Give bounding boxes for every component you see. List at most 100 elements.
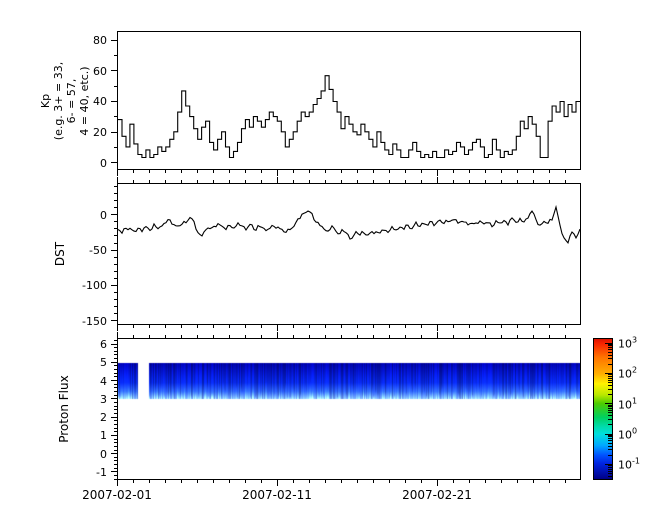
x-minor-tick	[164, 170, 166, 173]
x-minor-tick-top	[340, 180, 342, 183]
colorbar-minor-tick	[608, 415, 612, 417]
y-minor-tick	[114, 228, 117, 230]
colorbar-minor-tick	[608, 404, 612, 406]
y-minor-tick	[114, 270, 117, 272]
y-tick-label: 4	[100, 374, 107, 388]
colorbar-minor-tick	[608, 363, 612, 365]
x-minor-tick	[388, 480, 390, 483]
colorbar-minor-tick	[608, 454, 612, 456]
y-tick-label: 6	[100, 338, 107, 352]
x-minor-tick	[340, 170, 342, 173]
x-minor-tick-top	[564, 180, 566, 183]
x-minor-tick-top	[308, 335, 310, 338]
x-minor-tick	[468, 170, 470, 173]
x-minor-tick	[388, 325, 390, 328]
colorbar-minor-tick	[608, 407, 612, 409]
y-major-tick	[111, 320, 117, 322]
dst-line	[118, 204, 580, 245]
colorbar-major-tick	[605, 433, 612, 435]
y-minor-tick	[114, 438, 117, 440]
x-minor-tick-top	[404, 180, 406, 183]
x-minor-tick	[148, 480, 150, 483]
x-minor-tick-top	[420, 335, 422, 338]
x-minor-tick-top	[148, 335, 150, 338]
x-minor-tick	[340, 325, 342, 328]
x-minor-tick	[372, 170, 374, 173]
colorbar-minor-tick	[608, 438, 612, 440]
x-minor-tick-top	[212, 180, 214, 183]
colorbar-minor-tick	[608, 475, 612, 477]
y-tick-label: 20	[93, 126, 107, 140]
x-minor-tick-top	[404, 335, 406, 338]
y-minor-tick	[114, 350, 117, 352]
y-tick-label: 5	[100, 356, 107, 370]
x-minor-tick-top	[260, 335, 262, 338]
x-minor-tick-top	[372, 180, 374, 183]
x-minor-tick	[356, 325, 358, 328]
x-major-tick	[436, 480, 438, 486]
y-minor-tick	[114, 313, 117, 315]
colorbar-minor-tick	[608, 381, 612, 383]
x-minor-tick	[420, 325, 422, 328]
colorbar-minor-tick	[608, 442, 612, 444]
x-minor-tick	[420, 170, 422, 173]
x-minor-tick	[196, 325, 198, 328]
x-minor-tick	[500, 480, 502, 483]
x-minor-tick-top	[372, 335, 374, 338]
y-tick-label: 1	[100, 429, 107, 443]
x-minor-tick	[452, 480, 454, 483]
x-minor-tick	[164, 480, 166, 483]
x-major-tick-top	[276, 332, 278, 338]
y-minor-tick	[114, 116, 117, 118]
colorbar-major-tick	[605, 463, 612, 465]
x-minor-tick-top	[548, 180, 550, 183]
colorbar-major-tick	[605, 342, 612, 344]
x-minor-tick	[228, 480, 230, 483]
y-minor-tick	[114, 475, 117, 477]
x-minor-tick	[260, 480, 262, 483]
y-minor-tick	[114, 369, 117, 371]
x-minor-tick-top	[468, 335, 470, 338]
x-minor-tick-top	[500, 335, 502, 338]
x-minor-tick	[340, 480, 342, 483]
y-major-tick	[111, 39, 117, 41]
x-minor-tick	[132, 325, 134, 328]
x-minor-tick-top	[164, 335, 166, 338]
y-minor-tick	[114, 445, 117, 447]
x-minor-tick-top	[132, 180, 134, 183]
y-minor-tick	[114, 277, 117, 279]
y-tick-label: -1	[96, 465, 107, 479]
x-major-tick	[276, 170, 278, 176]
x-major-tick	[276, 480, 278, 486]
x-major-tick	[436, 325, 438, 331]
x-minor-tick	[292, 325, 294, 328]
y-minor-tick	[114, 478, 117, 480]
y-minor-tick	[114, 339, 117, 341]
x-minor-tick	[180, 325, 182, 328]
y-minor-tick	[114, 256, 117, 258]
x-minor-tick-top	[180, 335, 182, 338]
x-minor-tick	[180, 480, 182, 483]
kp-axis-title-line2: (e.g. 3+ = 33,	[52, 61, 65, 140]
y-minor-tick	[114, 347, 117, 349]
colorbar-minor-tick	[608, 374, 612, 376]
x-minor-tick	[228, 170, 230, 173]
x-minor-tick	[196, 170, 198, 173]
y-minor-tick	[114, 358, 117, 360]
x-minor-tick-top	[420, 180, 422, 183]
y-tick-label: 2	[100, 411, 107, 425]
x-minor-tick-top	[260, 180, 262, 183]
y-minor-tick	[114, 221, 117, 223]
x-minor-tick-top	[532, 180, 534, 183]
x-minor-tick	[244, 480, 246, 483]
x-minor-tick	[132, 170, 134, 173]
y-major-tick	[111, 70, 117, 72]
colorbar-minor-tick	[608, 377, 612, 379]
colorbar-minor-tick	[608, 406, 612, 408]
y-minor-tick	[114, 412, 117, 414]
y-tick-label: 0	[100, 208, 107, 222]
x-minor-tick	[420, 480, 422, 483]
y-major-tick	[111, 398, 117, 400]
x-minor-tick	[484, 325, 486, 328]
x-minor-tick	[372, 325, 374, 328]
